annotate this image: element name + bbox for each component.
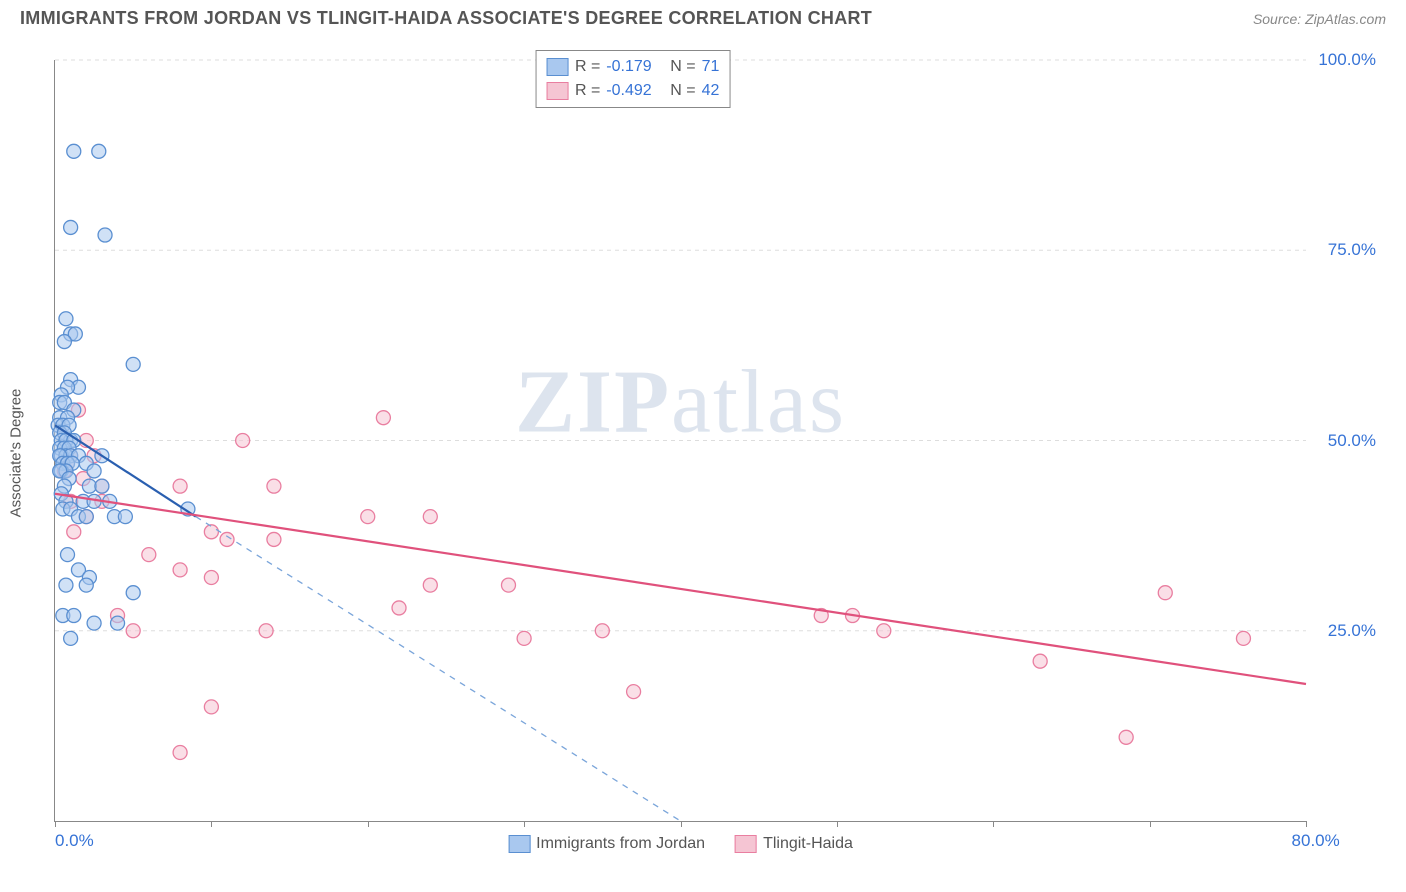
series-label: Tlingit-Haida — [763, 835, 853, 853]
legend-n-value: 71 — [702, 55, 720, 79]
legend-n-label: N = — [670, 79, 695, 103]
source-label: Source: ZipAtlas.com — [1253, 11, 1386, 27]
x-tick — [993, 821, 994, 827]
plot-wrapper: Associate's Degree ZIPatlas R = -0.179 N… — [22, 44, 1386, 862]
legend-row: R = -0.179 N = 71 — [547, 55, 719, 79]
watermark-atlas: atlas — [671, 353, 846, 452]
legend-item: Immigrants from Jordan — [508, 835, 705, 853]
series-legend: Immigrants from Jordan Tlingit-Haida — [508, 835, 853, 853]
legend-item: Tlingit-Haida — [735, 835, 853, 853]
series-swatch-jordan — [547, 58, 569, 76]
x-tick — [211, 821, 212, 827]
x-tick — [524, 821, 525, 827]
plot-area: ZIPatlas R = -0.179 N = 71 R = -0.492 N … — [54, 60, 1306, 822]
y-axis-label: Associate's Degree — [8, 389, 25, 518]
y-tick-label: 100.0% — [1318, 50, 1376, 70]
x-tick — [1150, 821, 1151, 827]
y-tick-label: 75.0% — [1328, 240, 1376, 260]
series-swatch-jordan — [508, 835, 530, 853]
x-tick — [837, 821, 838, 827]
watermark: ZIPatlas — [515, 351, 846, 454]
legend-n-value: 42 — [702, 79, 720, 103]
legend-r-value: -0.179 — [606, 55, 664, 79]
x-tick — [368, 821, 369, 827]
chart-title: IMMIGRANTS FROM JORDAN VS TLINGIT-HAIDA … — [20, 8, 872, 29]
x-tick-label: 0.0% — [55, 831, 94, 851]
x-tick — [55, 821, 56, 827]
y-tick-label: 50.0% — [1328, 431, 1376, 451]
legend-row: R = -0.492 N = 42 — [547, 79, 719, 103]
series-swatch-tlingit — [547, 82, 569, 100]
legend-r-label: R = — [575, 79, 600, 103]
legend-r-value: -0.492 — [606, 79, 664, 103]
watermark-zip: ZIP — [515, 353, 671, 452]
legend-r-label: R = — [575, 55, 600, 79]
y-tick-label: 25.0% — [1328, 621, 1376, 641]
title-bar: IMMIGRANTS FROM JORDAN VS TLINGIT-HAIDA … — [0, 0, 1406, 33]
x-tick-label: 80.0% — [1292, 831, 1340, 851]
series-label: Immigrants from Jordan — [536, 835, 705, 853]
series-swatch-tlingit — [735, 835, 757, 853]
x-tick — [681, 821, 682, 827]
x-tick — [1306, 821, 1307, 827]
legend-n-label: N = — [670, 55, 695, 79]
chart-svg — [55, 60, 1306, 821]
correlation-legend: R = -0.179 N = 71 R = -0.492 N = 42 — [536, 50, 730, 108]
